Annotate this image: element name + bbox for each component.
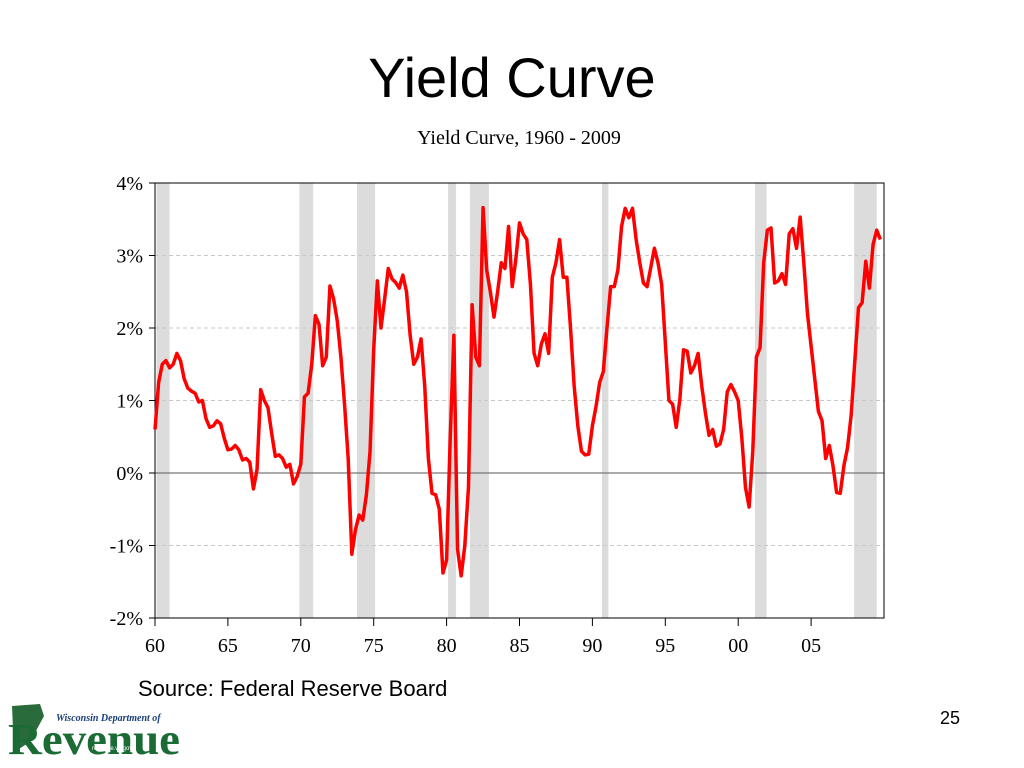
logo-shape — [12, 704, 44, 752]
yield-line — [153, 205, 882, 578]
y-tick-label: 4% — [116, 173, 143, 195]
x-tick-label: 00 — [728, 635, 748, 657]
y-tick-label: 0% — [116, 463, 143, 485]
logo-name: Revenue — [8, 715, 180, 764]
x-tick-label: 05 — [801, 635, 821, 657]
page-number: 25 — [940, 708, 960, 728]
x-tick-label: 90 — [582, 635, 602, 657]
y-tick-label: 3% — [116, 246, 143, 268]
recession-band — [299, 183, 314, 618]
x-tick-label: 70 — [291, 635, 311, 657]
x-tick-label: 75 — [364, 635, 384, 657]
slide-title: Yield Curve — [368, 46, 655, 109]
y-tick-label: 1% — [116, 391, 143, 413]
plot: -2% -1% 0% 1% 2% 3% 4% 60 65 70 75 80 85 90 95 00 05 — [110, 173, 885, 657]
y-tick-label: -2% — [110, 608, 143, 630]
x-tick-label: 95 — [655, 635, 675, 657]
chart-title: Yield Curve, 1960 - 2009 — [417, 127, 621, 149]
source: Source: Federal Reserve Board — [138, 676, 447, 701]
logo: Wisconsin Department of Revenue revenue.… — [8, 704, 180, 764]
y-tick-label: 2% — [116, 318, 143, 340]
plot-frame — [154, 182, 885, 619]
logo-url: revenue.wi.gov — [92, 746, 132, 752]
logo-top: Wisconsin Department of — [56, 713, 162, 724]
y-tick-label: -1% — [110, 536, 143, 558]
x-tick-label: 65 — [218, 635, 238, 657]
x-tick-label: 80 — [437, 635, 457, 657]
x-tick-label: 85 — [510, 635, 530, 657]
x-tick-label: 60 — [145, 635, 165, 657]
